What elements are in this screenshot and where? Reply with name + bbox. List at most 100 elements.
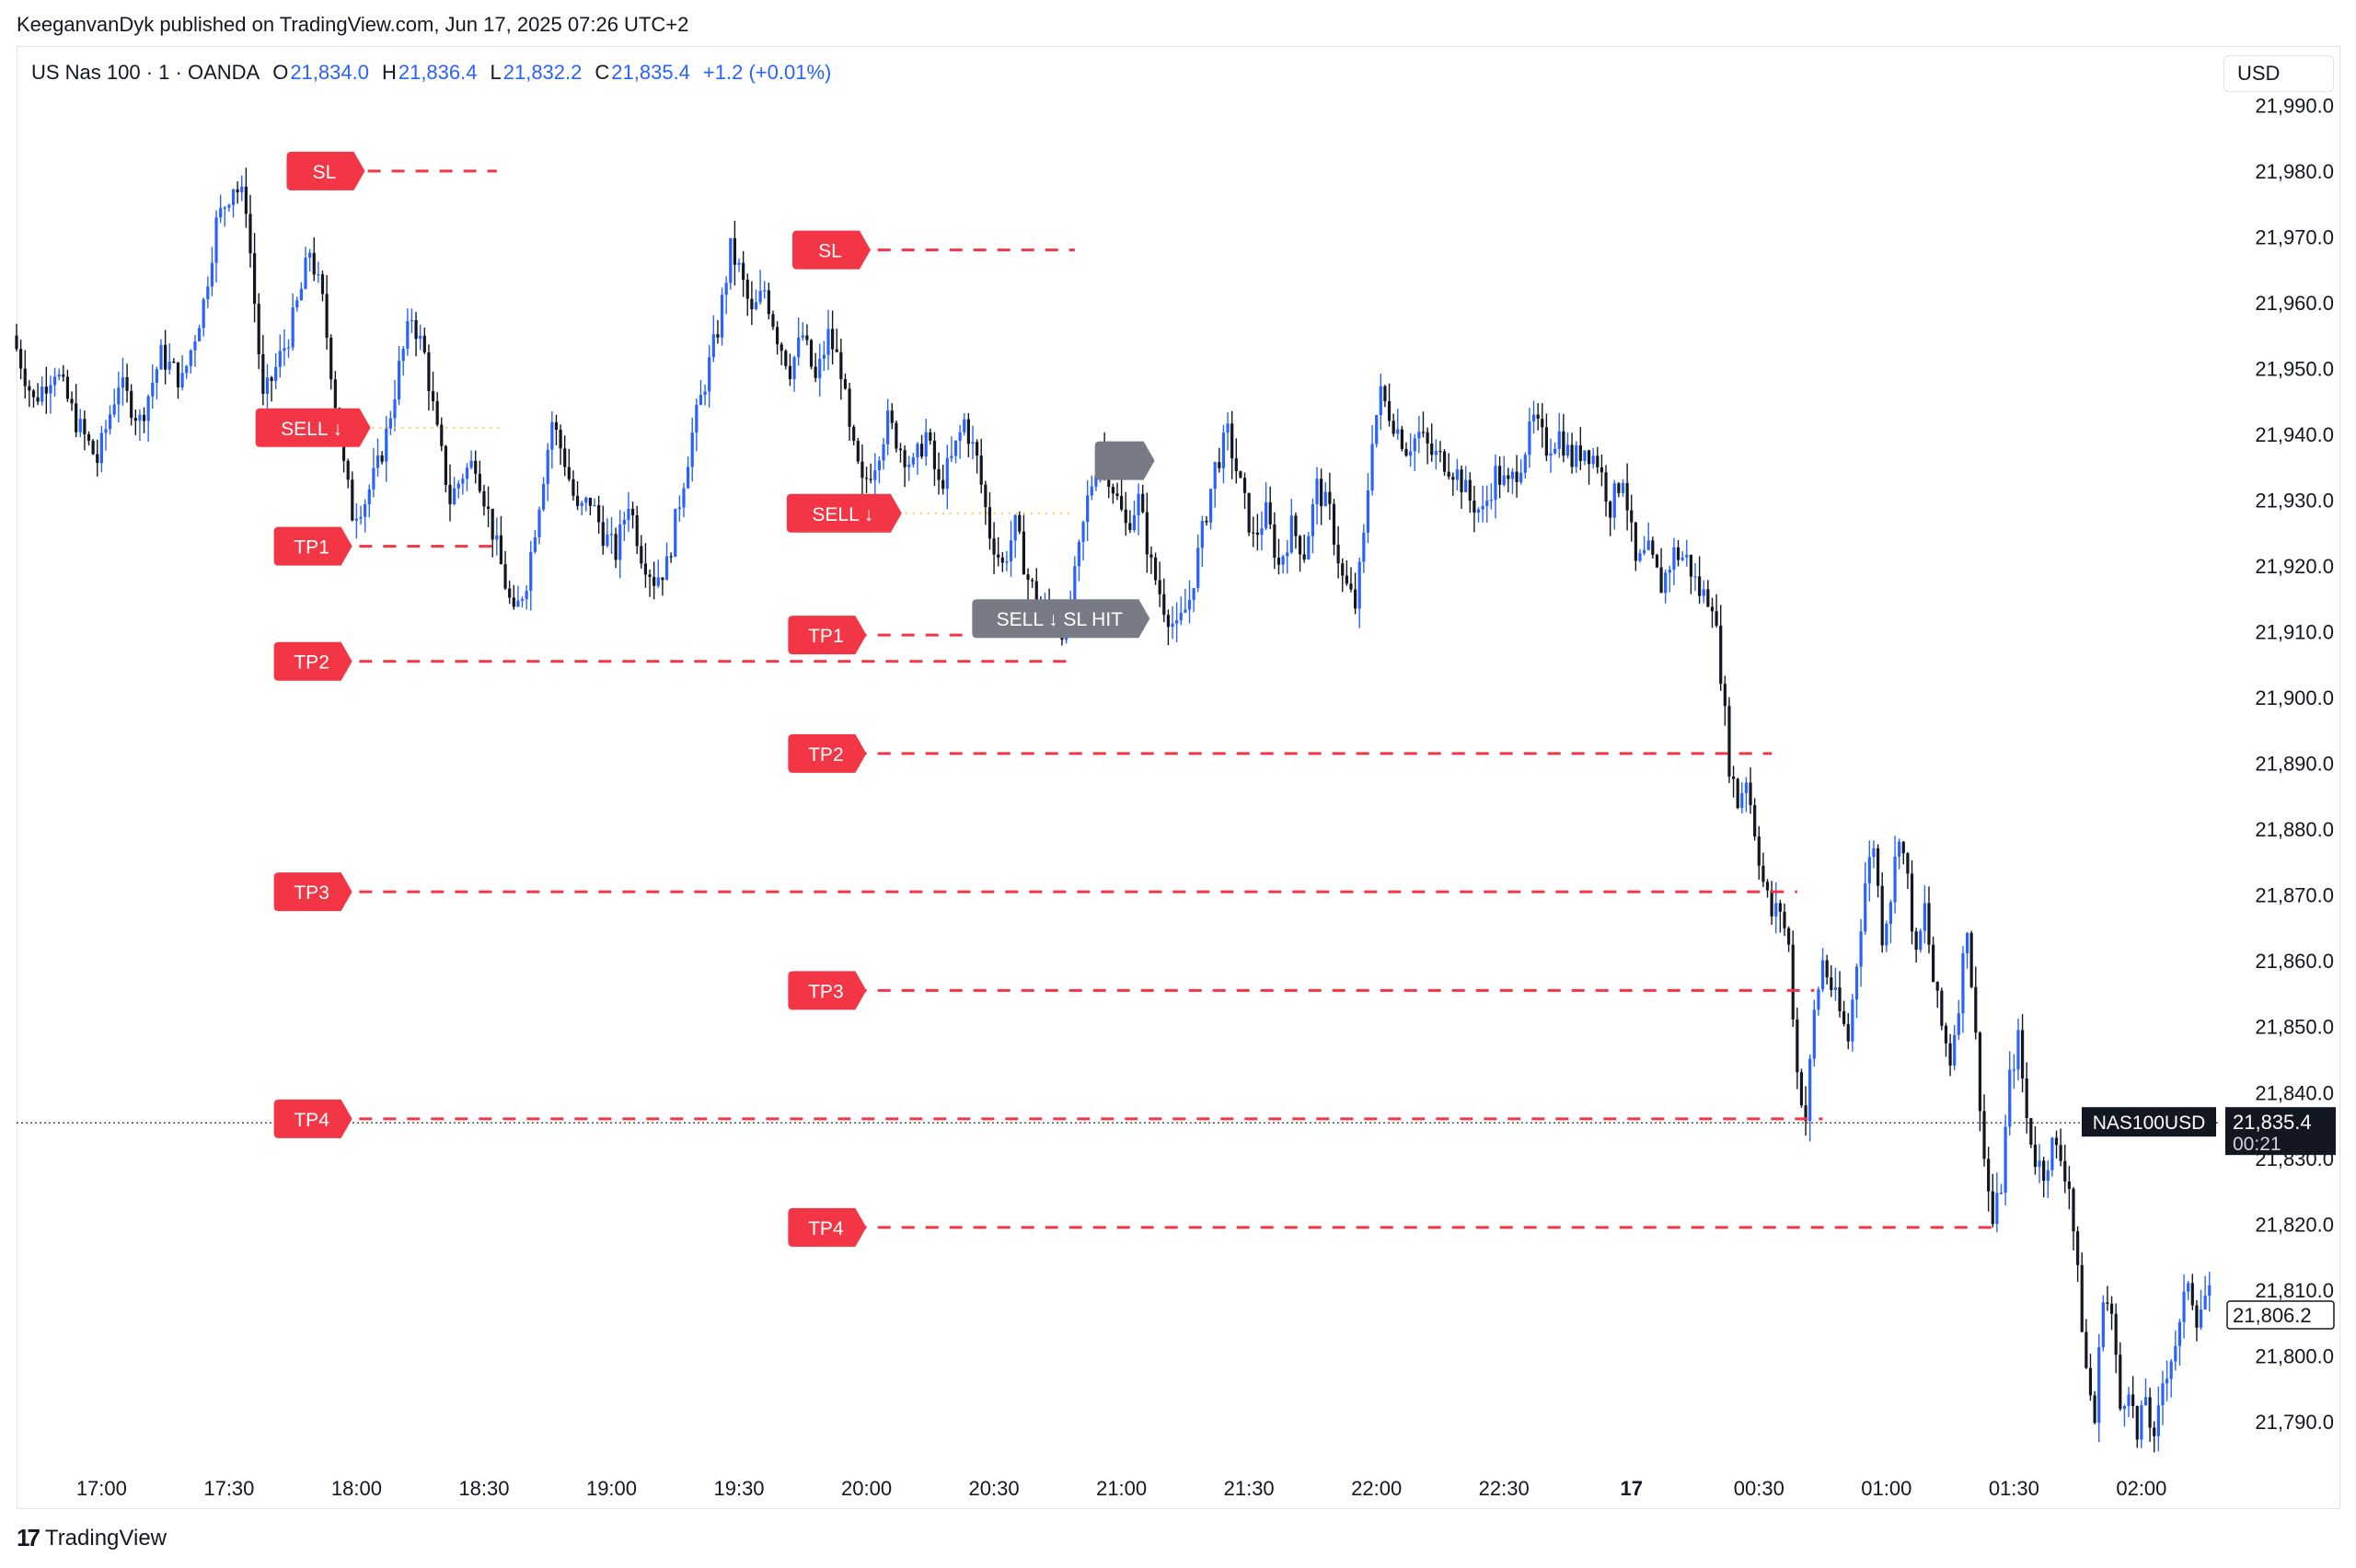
signal-label: TP3 — [294, 882, 329, 904]
candle-body — [856, 441, 860, 462]
candle-body — [1077, 541, 1081, 567]
candle-body — [852, 426, 856, 442]
price-axis: 21,790.021,800.021,810.021,820.021,830.0… — [2255, 94, 2334, 1434]
open-label: O — [272, 61, 289, 84]
candle-body — [546, 449, 549, 484]
candle-body — [2106, 1302, 2109, 1304]
open-value: 21,834.0 — [290, 61, 369, 84]
candle-body — [1111, 486, 1114, 494]
candle-body — [19, 349, 23, 369]
candle-body — [1460, 469, 1463, 492]
candle-body — [950, 455, 953, 458]
candle-body — [1770, 890, 1773, 917]
candle-body — [49, 385, 52, 394]
candle-body — [597, 504, 601, 523]
candle-body — [1320, 478, 1323, 507]
candle-body — [1787, 928, 1791, 945]
candle-body — [142, 414, 146, 421]
y-tick-label: 21,810.0 — [2255, 1279, 2334, 1302]
candle-body — [2109, 1303, 2114, 1314]
candles-layer — [15, 167, 2212, 1453]
candle-body — [1565, 444, 1570, 456]
candle-body — [767, 290, 770, 315]
candle-body — [1289, 515, 1293, 553]
signal-label: TP1 — [294, 537, 329, 559]
candle-body — [1200, 520, 1204, 548]
candle-body — [1736, 778, 1739, 809]
candle-body — [385, 428, 388, 462]
price-chart[interactable]: SL SELL ↓ TP1 TP2 TP3 TP4 SL SELL ↓ TP1 TP2 TP3 TP4… — [0, 0, 2356, 1509]
candle-body — [1591, 455, 1595, 465]
candle-body — [1468, 479, 1472, 502]
candle-body — [380, 455, 384, 462]
candle-body — [2187, 1283, 2190, 1292]
candle-body — [1893, 856, 1897, 903]
candle-body — [1957, 1013, 1960, 1035]
x-tick-label: 18:00 — [331, 1477, 382, 1500]
candle-body — [1778, 903, 1782, 912]
candle-body — [159, 344, 163, 370]
candle-body — [860, 461, 864, 478]
candle-body — [1179, 612, 1183, 621]
candle-body — [341, 438, 346, 461]
signal-badge — [273, 1099, 352, 1138]
y-tick-label: 21,930.0 — [2255, 489, 2334, 512]
candle-body — [677, 507, 681, 510]
brand-name: TradingView — [44, 1525, 167, 1551]
signal-badge — [788, 616, 867, 655]
candle-body — [780, 344, 783, 352]
candle-body — [1698, 576, 1702, 596]
candle-body — [351, 479, 354, 521]
candle-body — [984, 484, 987, 508]
candle-body — [1706, 589, 1710, 607]
candle-body — [397, 361, 401, 400]
candle-body — [512, 597, 515, 607]
candle-body — [1965, 932, 1969, 954]
candle-body — [1910, 873, 1914, 932]
y-tick-label: 21,920.0 — [2255, 555, 2334, 578]
candle-body — [737, 262, 741, 265]
candle-body — [223, 207, 226, 209]
candle-body — [2059, 1145, 2062, 1161]
candle-body — [419, 335, 422, 340]
candle-body — [283, 348, 286, 352]
symbol-name[interactable]: US Nas 100 · 1 · OANDA — [31, 61, 260, 84]
x-tick-label: 17:00 — [76, 1477, 127, 1500]
candle-body — [1685, 555, 1689, 558]
signal-label: TP3 — [808, 981, 844, 1002]
candle-body — [2140, 1405, 2143, 1440]
candle-body — [1859, 931, 1863, 967]
candle-body — [1927, 903, 1931, 945]
candle-body — [15, 335, 18, 350]
tradingview-brand[interactable]: 17 TradingView — [17, 1524, 167, 1552]
candle-body — [1094, 475, 1098, 487]
candle-body — [1026, 574, 1030, 581]
candle-body — [2169, 1361, 2173, 1379]
candle-body — [83, 419, 87, 434]
candle-body — [2033, 1144, 2038, 1168]
candle-body — [1830, 977, 1833, 990]
candle-body — [1791, 944, 1795, 1020]
candle-body — [278, 351, 282, 367]
candle-body — [99, 432, 103, 464]
candle-body — [78, 419, 82, 432]
candle-body — [1634, 522, 1637, 561]
candle-body — [1281, 556, 1285, 565]
candle-body — [809, 340, 814, 367]
candle-body — [1523, 455, 1527, 473]
candle-body — [431, 390, 435, 402]
candle-body — [1982, 1111, 1986, 1159]
candle-body — [1392, 421, 1395, 434]
candle-body — [104, 429, 108, 433]
currency-selector[interactable]: USD — [2223, 55, 2334, 92]
candle-body — [750, 298, 754, 310]
candle-body — [784, 351, 788, 366]
candle-body — [2127, 1394, 2131, 1407]
candle-body — [966, 419, 970, 444]
candle-body — [1935, 982, 1939, 991]
candle-body — [453, 488, 456, 504]
candle-body — [329, 338, 333, 380]
candle-body — [1808, 1058, 1812, 1122]
candle-body — [1948, 1043, 1952, 1066]
candle-body — [1221, 432, 1226, 468]
